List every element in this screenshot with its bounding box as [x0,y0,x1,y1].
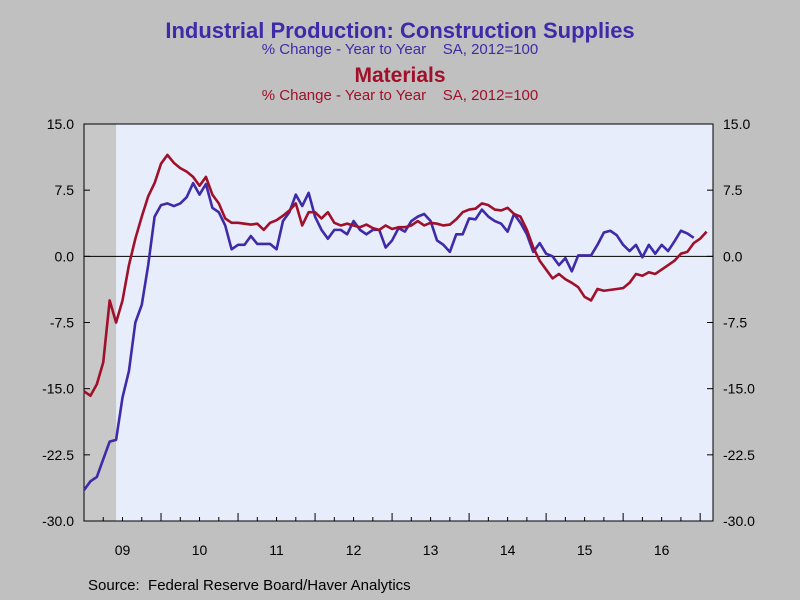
y-tick-label-left: -22.5 [42,447,74,463]
chart-subtitle-materials: % Change - Year to Year SA, 2012=100 [261,87,539,104]
series-line-materials [83,153,708,398]
y-tick-label-left: -7.5 [50,315,74,331]
x-tick-label: 13 [423,542,439,558]
x-tick-label: 14 [500,542,516,558]
x-tick-label: 10 [192,542,208,558]
plot-area [84,124,713,521]
x-tick-label: 11 [269,542,284,558]
y-tick-label-right: 0.0 [723,248,743,264]
source-note: Source: Federal Reserve Board/Haver Anal… [88,577,411,594]
y-tick-label-left: 15.0 [47,116,74,132]
y-tick-label-right: 15.0 [723,116,750,132]
y-tick-label-left: 0.0 [55,248,75,264]
x-tick-label: 15 [577,542,593,558]
y-tick-label-right: -22.5 [723,447,755,463]
x-tick-label: 16 [654,542,670,558]
y-tick-label-right: -7.5 [723,315,747,331]
chart-subtitle-construction: % Change - Year to Year SA, 2012=100 [261,41,539,58]
series-line-construction-supplies [82,181,695,491]
y-tick-label-left: -15.0 [42,381,74,397]
y-tick-label-right: -30.0 [723,513,755,529]
chart-title-materials: Materials [354,64,446,87]
y-tick-label-left: -30.0 [42,513,74,529]
chart-title-construction: Industrial Production: Construction Supp… [165,18,635,43]
x-tick-label: 09 [115,542,131,558]
y-tick-label-right: 7.5 [723,182,743,198]
y-tick-label-right: -15.0 [723,381,755,397]
x-tick-label: 12 [346,542,362,558]
y-tick-label-left: 7.5 [55,182,75,198]
